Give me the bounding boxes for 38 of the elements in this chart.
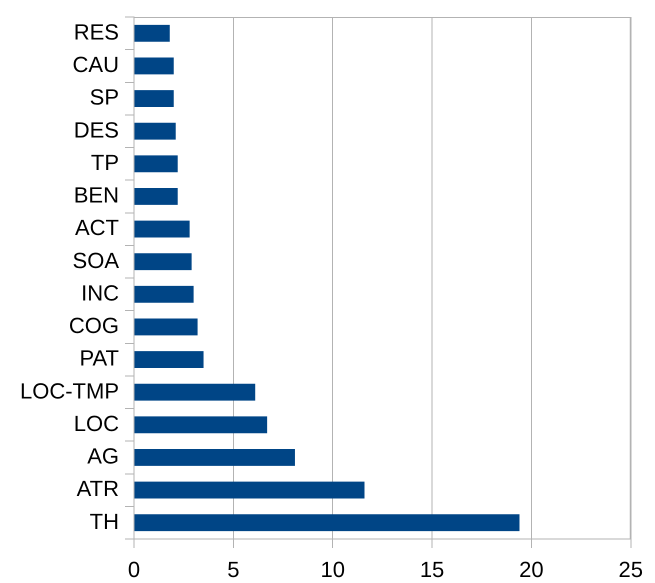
y-tick-label: AG (87, 444, 119, 468)
bar (134, 514, 520, 532)
bar (134, 220, 190, 238)
x-tick-label: 15 (420, 557, 444, 582)
y-tick-label: DES (74, 117, 119, 142)
bar (134, 286, 194, 303)
bar (134, 482, 364, 499)
bar (134, 57, 174, 74)
y-tick-label: COG (68, 313, 119, 338)
y-tick-label: TP (90, 150, 119, 175)
bar (134, 448, 295, 466)
bar (134, 416, 268, 434)
x-tick-label: 25 (618, 557, 644, 582)
bar (134, 188, 178, 205)
y-tick-label: LOC (74, 410, 120, 436)
y-tick-label: ATR (76, 476, 119, 502)
y-tick-label: CAU (72, 52, 119, 77)
bar (134, 155, 178, 172)
bar (134, 253, 192, 270)
bar (134, 318, 198, 336)
x-tick-label: 20 (519, 557, 544, 582)
y-tick-label: LOC-TMP (20, 378, 119, 404)
bar (134, 351, 204, 368)
bar (134, 384, 256, 401)
bar (134, 122, 176, 140)
bar (134, 24, 170, 42)
y-tick-label: INC (81, 280, 120, 306)
y-tick-label: PAT (79, 346, 119, 371)
y-tick-label: SOA (72, 248, 120, 273)
x-tick-label: 5 (227, 557, 240, 582)
y-tick-label: SP (90, 84, 119, 110)
x-tick-label: 10 (320, 557, 345, 582)
x-tick-label: 0 (128, 557, 140, 582)
bar (134, 90, 174, 108)
y-tick-label: TH (90, 508, 119, 534)
y-tick-label: ACT (75, 215, 119, 240)
y-tick-label: RES (74, 19, 119, 44)
y-tick-label: BEN (74, 182, 119, 208)
